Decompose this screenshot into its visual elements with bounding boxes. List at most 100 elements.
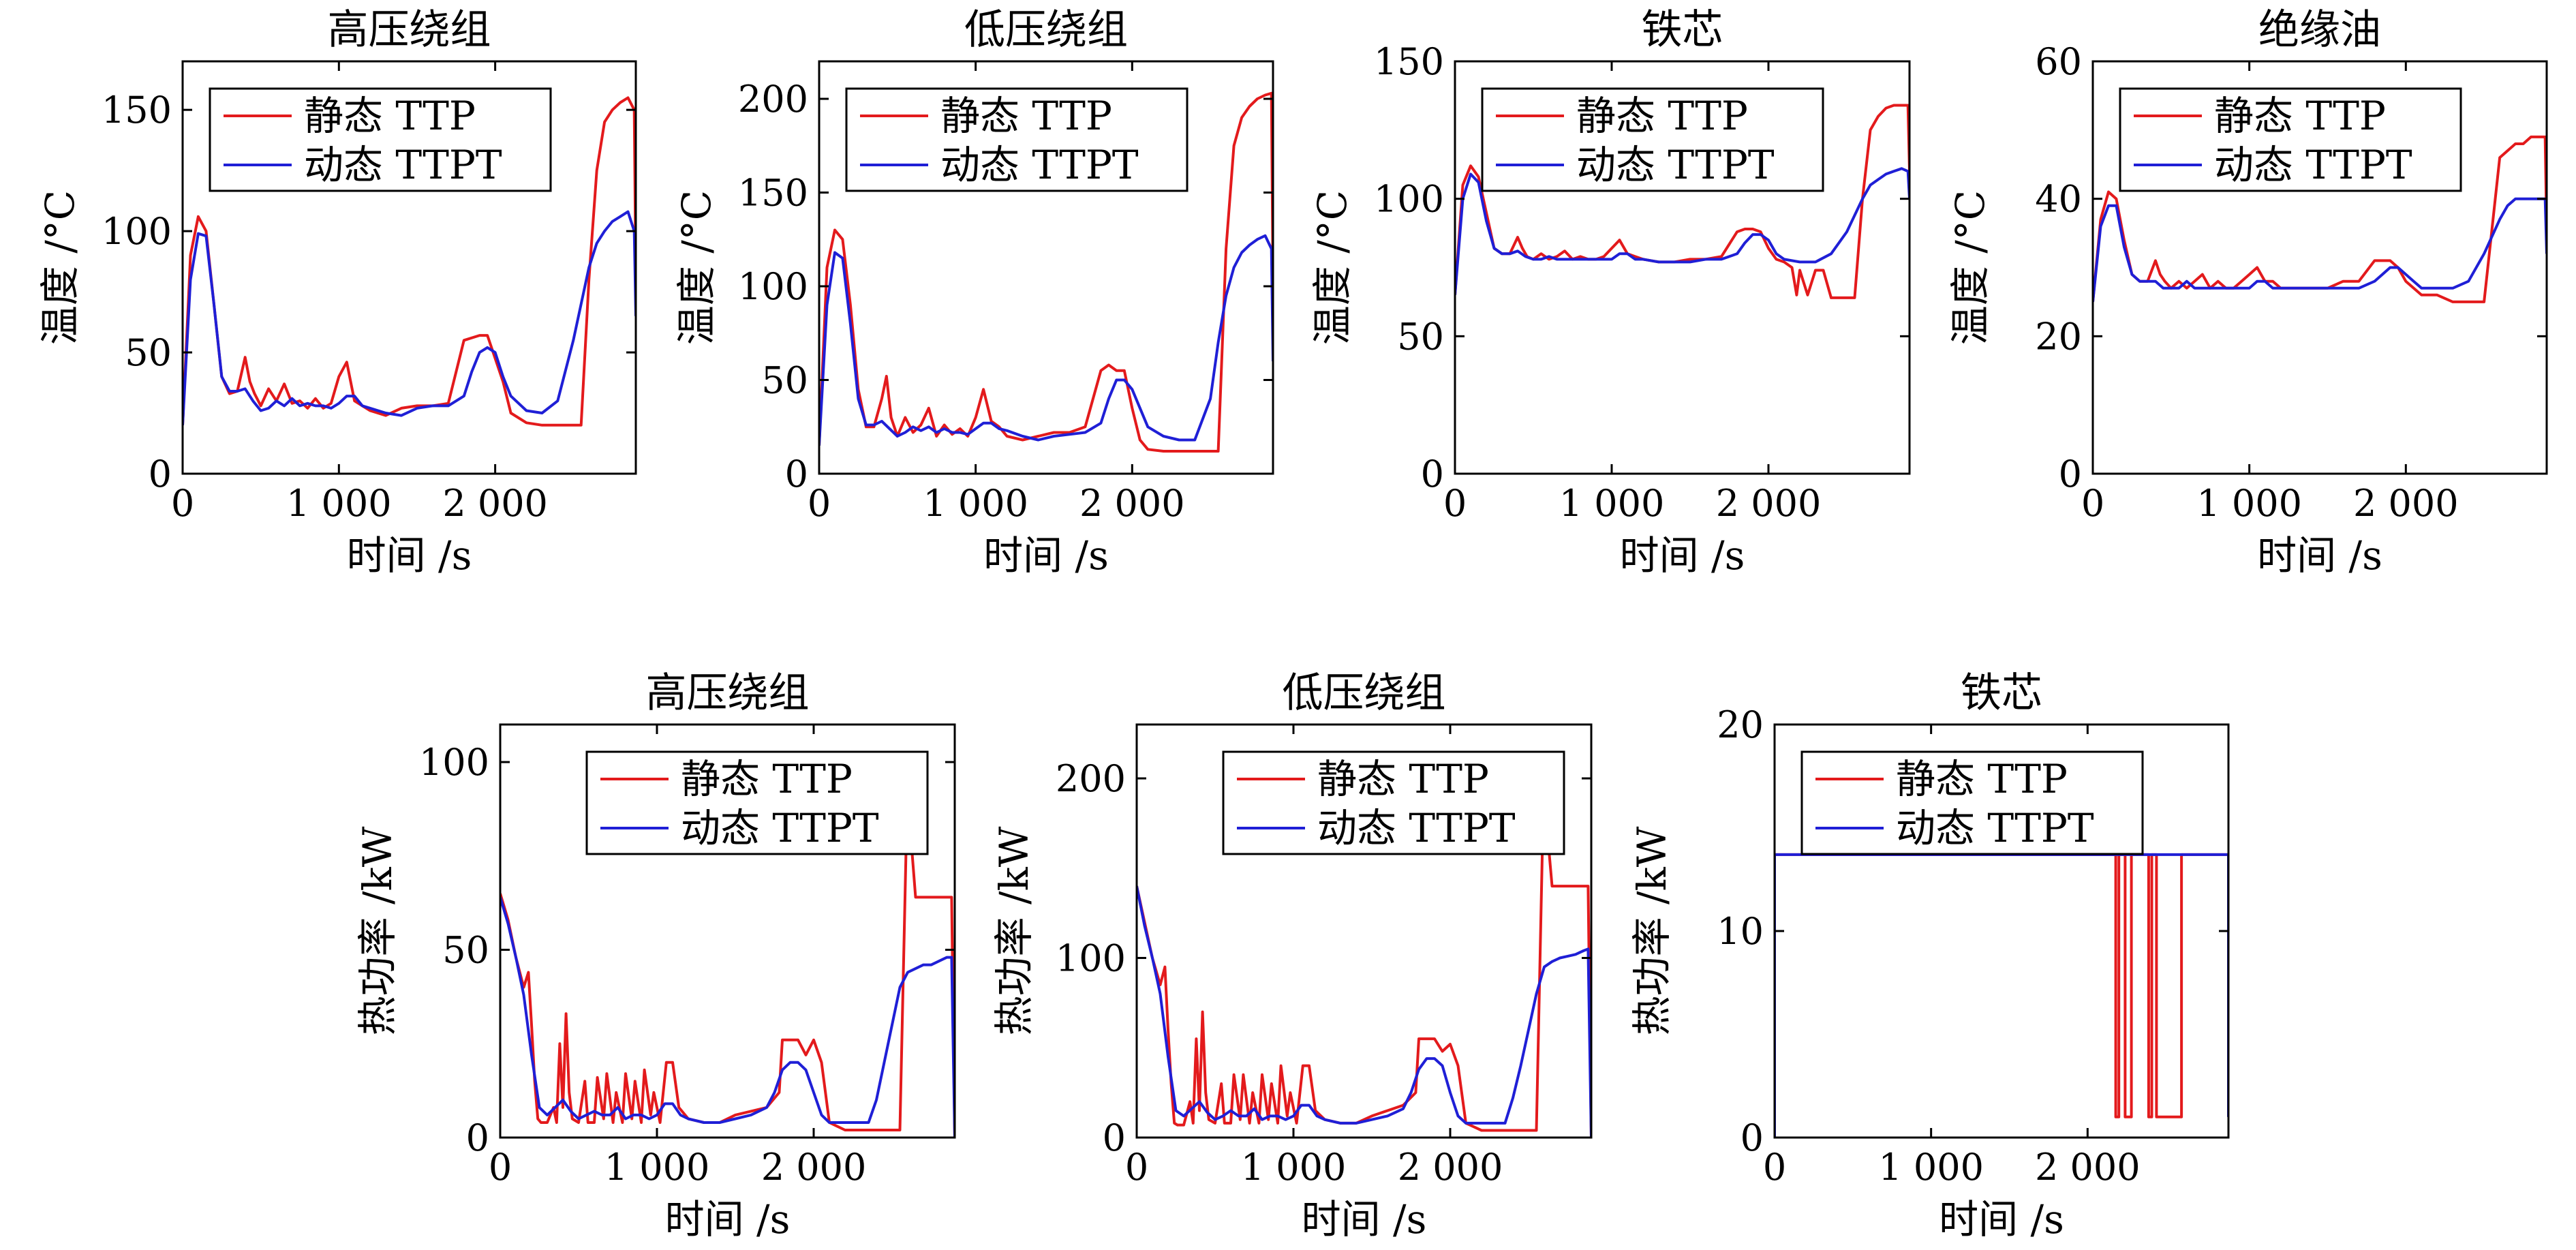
plot-area: [1775, 853, 2228, 1138]
x-tick-label: 2 000: [1079, 482, 1185, 525]
legend-label-2: 动态 TTPT: [681, 805, 879, 851]
legend-box: [209, 87, 552, 192]
y-tick-label: 100: [738, 265, 808, 308]
series-line-2: [500, 896, 955, 1138]
legend-label-2: 动态 TTPT: [304, 142, 502, 188]
y-axis-label: 热功率 /kW: [991, 826, 1037, 1035]
y-tick-label: 200: [738, 78, 808, 121]
axes-box: [2091, 60, 2548, 475]
y-tick-label: 60: [2035, 40, 2082, 83]
legend-box: [2119, 87, 2462, 192]
y-tick-label: 100: [419, 741, 489, 784]
x-tick-label: 1 000: [1559, 482, 1665, 525]
axes-box: [181, 60, 637, 475]
x-tick-label: 0: [1125, 1146, 1148, 1189]
x-tick-label: 0: [1763, 1146, 1786, 1189]
series-line-2: [1775, 853, 2228, 1138]
axes-box: [499, 723, 956, 1139]
y-tick-label: 150: [738, 172, 808, 215]
x-tick-label: 0: [2081, 482, 2104, 525]
x-tick-label: 0: [808, 482, 831, 525]
y-tick-label: 150: [1374, 40, 1444, 83]
y-tick-label: 200: [1056, 757, 1126, 800]
y-axis-label: 温度 /°C: [37, 190, 83, 345]
plot-area: [2093, 135, 2547, 303]
legend-label-1: 静态 TTP: [1896, 756, 2068, 802]
x-tick-label: 0: [171, 482, 194, 525]
legend-label-2: 动态 TTPT: [1317, 805, 1516, 851]
x-tick-label: 0: [1443, 482, 1467, 525]
x-tick-label: 2 000: [1716, 482, 1822, 525]
y-tick-label: 0: [1421, 453, 1444, 496]
y-tick-label: 0: [1741, 1116, 1764, 1159]
y-tick-label: 0: [785, 453, 808, 496]
legend-box: [585, 750, 929, 855]
legend-label-1: 静态 TTP: [1576, 93, 1748, 139]
chart-title: 绝缘油: [2258, 6, 2381, 54]
y-axis-label: 热功率 /kW: [354, 826, 401, 1035]
x-axis-label: 时间 /s: [665, 1196, 791, 1243]
y-tick-label: 0: [2059, 453, 2082, 496]
axes-box: [818, 60, 1274, 475]
x-tick-label: 1 000: [923, 482, 1028, 525]
x-axis-label: 时间 /s: [983, 532, 1109, 579]
plot-area: [1455, 104, 1910, 299]
legend-label-2: 动态 TTPT: [1896, 805, 2094, 851]
x-tick-label: 1 000: [604, 1146, 710, 1189]
chart-title: 铁芯: [1961, 669, 2042, 717]
x-tick-label: 2 000: [761, 1146, 867, 1189]
series-line-1: [819, 91, 1273, 453]
x-axis-label: 时间 /s: [2257, 532, 2382, 579]
series-line-1: [2093, 135, 2547, 303]
chart-title: 低压绕组: [1283, 669, 1446, 717]
x-tick-label: 1 000: [286, 482, 392, 525]
legend-label-1: 静态 TTP: [940, 93, 1112, 139]
y-axis-label: 温度 /°C: [1309, 190, 1355, 345]
chart-title: 铁芯: [1642, 6, 1723, 54]
series-line-2: [819, 234, 1273, 446]
legend-label-2: 动态 TTPT: [940, 142, 1139, 188]
legend-box: [1800, 750, 2144, 855]
x-tick-label: 2 000: [2035, 1146, 2141, 1189]
chart-title: 低压绕组: [964, 6, 1128, 54]
x-axis-label: 时间 /s: [1302, 1196, 1427, 1243]
y-tick-label: 0: [149, 453, 172, 496]
y-tick-label: 40: [2035, 178, 2082, 221]
y-tick-label: 150: [102, 89, 172, 132]
x-tick-label: 2 000: [442, 482, 548, 525]
y-tick-label: 20: [1717, 703, 1764, 746]
y-tick-label: 0: [1103, 1116, 1126, 1159]
series-line-2: [1137, 885, 1591, 1138]
y-tick-label: 50: [1397, 315, 1444, 358]
legend-label-1: 静态 TTP: [2214, 93, 2386, 139]
series-line-2: [2093, 197, 2547, 303]
plot-area: [819, 91, 1273, 453]
plot-area: [1137, 759, 1591, 1138]
y-tick-label: 50: [442, 929, 489, 972]
axes-box: [1454, 60, 1911, 475]
x-tick-label: 2 000: [2353, 482, 2459, 525]
x-tick-label: 2 000: [1398, 1146, 1503, 1189]
series-line-2: [1455, 167, 1910, 295]
legend-box: [1481, 87, 1824, 192]
y-tick-label: 100: [1056, 937, 1126, 980]
legend-label-1: 静态 TTP: [304, 93, 476, 139]
legend-label-2: 动态 TTPT: [2214, 142, 2412, 188]
y-axis-label: 温度 /°C: [673, 190, 720, 345]
x-axis-label: 时间 /s: [1620, 532, 1745, 579]
legend-box: [1222, 750, 1565, 855]
legend-box: [845, 87, 1189, 192]
y-tick-label: 100: [1374, 178, 1444, 221]
series-line-1: [1137, 759, 1591, 1138]
